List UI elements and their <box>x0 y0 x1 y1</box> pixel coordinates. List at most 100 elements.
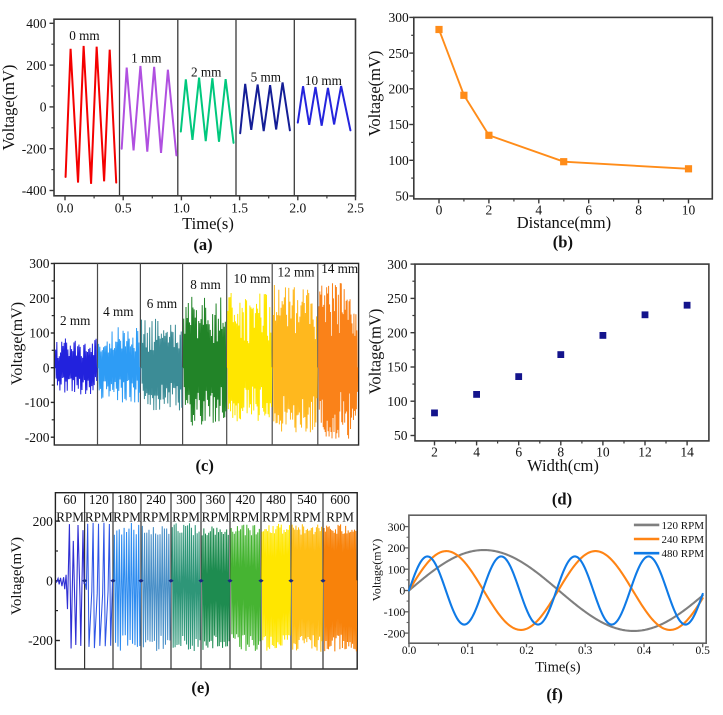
svg-text:6: 6 <box>585 203 592 218</box>
svg-text:0: 0 <box>43 360 50 375</box>
svg-text:0.0: 0.0 <box>402 645 417 657</box>
svg-text:14 mm: 14 mm <box>321 261 359 276</box>
svg-text:5 mm: 5 mm <box>251 70 282 85</box>
svg-text:200: 200 <box>26 58 47 73</box>
svg-text:10: 10 <box>596 445 610 460</box>
svg-text:300: 300 <box>176 492 196 507</box>
svg-text:10 mm: 10 mm <box>305 73 343 88</box>
svg-text:RPM: RPM <box>85 510 113 525</box>
svg-text:Voltage(mV): Voltage(mV) <box>369 539 383 601</box>
svg-text:Voltage(mV): Voltage(mV) <box>0 65 18 151</box>
svg-text:240: 240 <box>146 492 166 507</box>
svg-text:1.5: 1.5 <box>231 201 248 216</box>
svg-text:RPM: RPM <box>56 510 84 525</box>
svg-text:RPM: RPM <box>113 510 141 525</box>
svg-text:0.1: 0.1 <box>461 645 476 657</box>
svg-text:2: 2 <box>486 203 493 218</box>
svg-text:8 mm: 8 mm <box>190 277 221 292</box>
svg-text:1.0: 1.0 <box>173 201 190 216</box>
svg-text:-200: -200 <box>22 141 47 156</box>
svg-text:180: 180 <box>117 492 137 507</box>
svg-text:10: 10 <box>682 203 696 218</box>
svg-text:0.4: 0.4 <box>637 645 652 657</box>
svg-text:8: 8 <box>635 203 642 218</box>
svg-text:Time(s): Time(s) <box>182 214 234 233</box>
svg-text:100: 100 <box>387 394 408 409</box>
svg-text:12: 12 <box>638 445 652 460</box>
svg-text:2: 2 <box>431 445 438 460</box>
svg-text:0: 0 <box>436 203 443 218</box>
svg-text:RPM: RPM <box>293 510 321 525</box>
svg-text:8: 8 <box>557 445 564 460</box>
svg-text:60: 60 <box>63 492 77 507</box>
svg-text:Voltage(mV): Voltage(mV) <box>9 302 26 385</box>
svg-text:420: 420 <box>236 492 256 507</box>
svg-text:Width(cm): Width(cm) <box>527 456 599 475</box>
svg-text:200: 200 <box>388 541 406 555</box>
svg-text:480 RPM: 480 RPM <box>662 548 705 560</box>
svg-text:0: 0 <box>46 574 53 589</box>
svg-text:0.5: 0.5 <box>115 201 132 216</box>
svg-text:250: 250 <box>389 46 410 61</box>
svg-text:1 mm: 1 mm <box>131 51 162 66</box>
svg-text:Time(s): Time(s) <box>535 660 581 676</box>
svg-text:100: 100 <box>388 562 406 576</box>
svg-text:4: 4 <box>473 445 480 460</box>
svg-text:2 mm: 2 mm <box>191 65 222 80</box>
svg-text:300: 300 <box>29 256 50 271</box>
svg-text:0.5: 0.5 <box>696 645 711 657</box>
svg-text:240 RPM: 240 RPM <box>662 534 705 546</box>
svg-text:6 mm: 6 mm <box>147 296 178 311</box>
svg-text:-400: -400 <box>22 183 47 198</box>
svg-text:RPM: RPM <box>326 510 354 525</box>
svg-text:(e): (e) <box>191 678 209 697</box>
svg-text:(d): (d) <box>552 490 572 509</box>
svg-text:50: 50 <box>394 428 408 443</box>
svg-text:50: 50 <box>395 189 409 204</box>
svg-text:-200: -200 <box>28 633 53 648</box>
svg-text:0 mm: 0 mm <box>69 28 100 43</box>
svg-text:2.5: 2.5 <box>347 201 364 216</box>
svg-text:200: 200 <box>29 291 50 306</box>
svg-text:RPM: RPM <box>232 510 260 525</box>
svg-text:4 mm: 4 mm <box>103 304 134 319</box>
svg-text:150: 150 <box>387 360 408 375</box>
svg-text:4: 4 <box>535 203 542 218</box>
svg-text:-200: -200 <box>384 626 406 640</box>
svg-text:600: 600 <box>330 492 350 507</box>
svg-text:Voltage(mV): Voltage(mV) <box>365 309 384 395</box>
svg-text:2.0: 2.0 <box>289 201 306 216</box>
svg-text:100: 100 <box>389 153 410 168</box>
svg-text:6: 6 <box>515 445 522 460</box>
svg-text:Distance(mm): Distance(mm) <box>517 213 611 232</box>
svg-text:(a): (a) <box>193 235 212 254</box>
svg-text:(c): (c) <box>196 456 214 475</box>
svg-text:2 mm: 2 mm <box>60 313 91 328</box>
svg-text:150: 150 <box>389 117 410 132</box>
svg-text:0: 0 <box>399 584 405 598</box>
svg-text:250: 250 <box>387 291 408 306</box>
svg-text:300: 300 <box>387 257 408 272</box>
svg-text:0.0: 0.0 <box>57 201 74 216</box>
svg-text:120: 120 <box>89 492 109 507</box>
svg-text:10 mm: 10 mm <box>234 271 272 286</box>
svg-text:Voltage(mV): Voltage(mV) <box>9 537 25 615</box>
svg-text:480: 480 <box>266 492 286 507</box>
svg-text:14: 14 <box>680 445 694 460</box>
svg-text:(b): (b) <box>553 233 573 252</box>
svg-text:RPM: RPM <box>142 510 170 525</box>
svg-text:-200: -200 <box>25 430 50 445</box>
svg-text:200: 200 <box>389 82 410 97</box>
svg-text:(f): (f) <box>546 685 563 704</box>
svg-text:12 mm: 12 mm <box>278 265 316 280</box>
svg-text:540: 540 <box>297 492 317 507</box>
svg-text:300: 300 <box>388 520 406 534</box>
svg-text:RPM: RPM <box>262 510 290 525</box>
svg-text:120 RPM: 120 RPM <box>662 520 705 532</box>
svg-text:0: 0 <box>40 100 47 115</box>
svg-text:Voltage(mV): Voltage(mV) <box>365 51 384 137</box>
svg-text:RPM: RPM <box>202 510 230 525</box>
svg-text:400: 400 <box>26 16 47 31</box>
svg-text:0.2: 0.2 <box>519 645 534 657</box>
svg-text:200: 200 <box>33 514 54 529</box>
